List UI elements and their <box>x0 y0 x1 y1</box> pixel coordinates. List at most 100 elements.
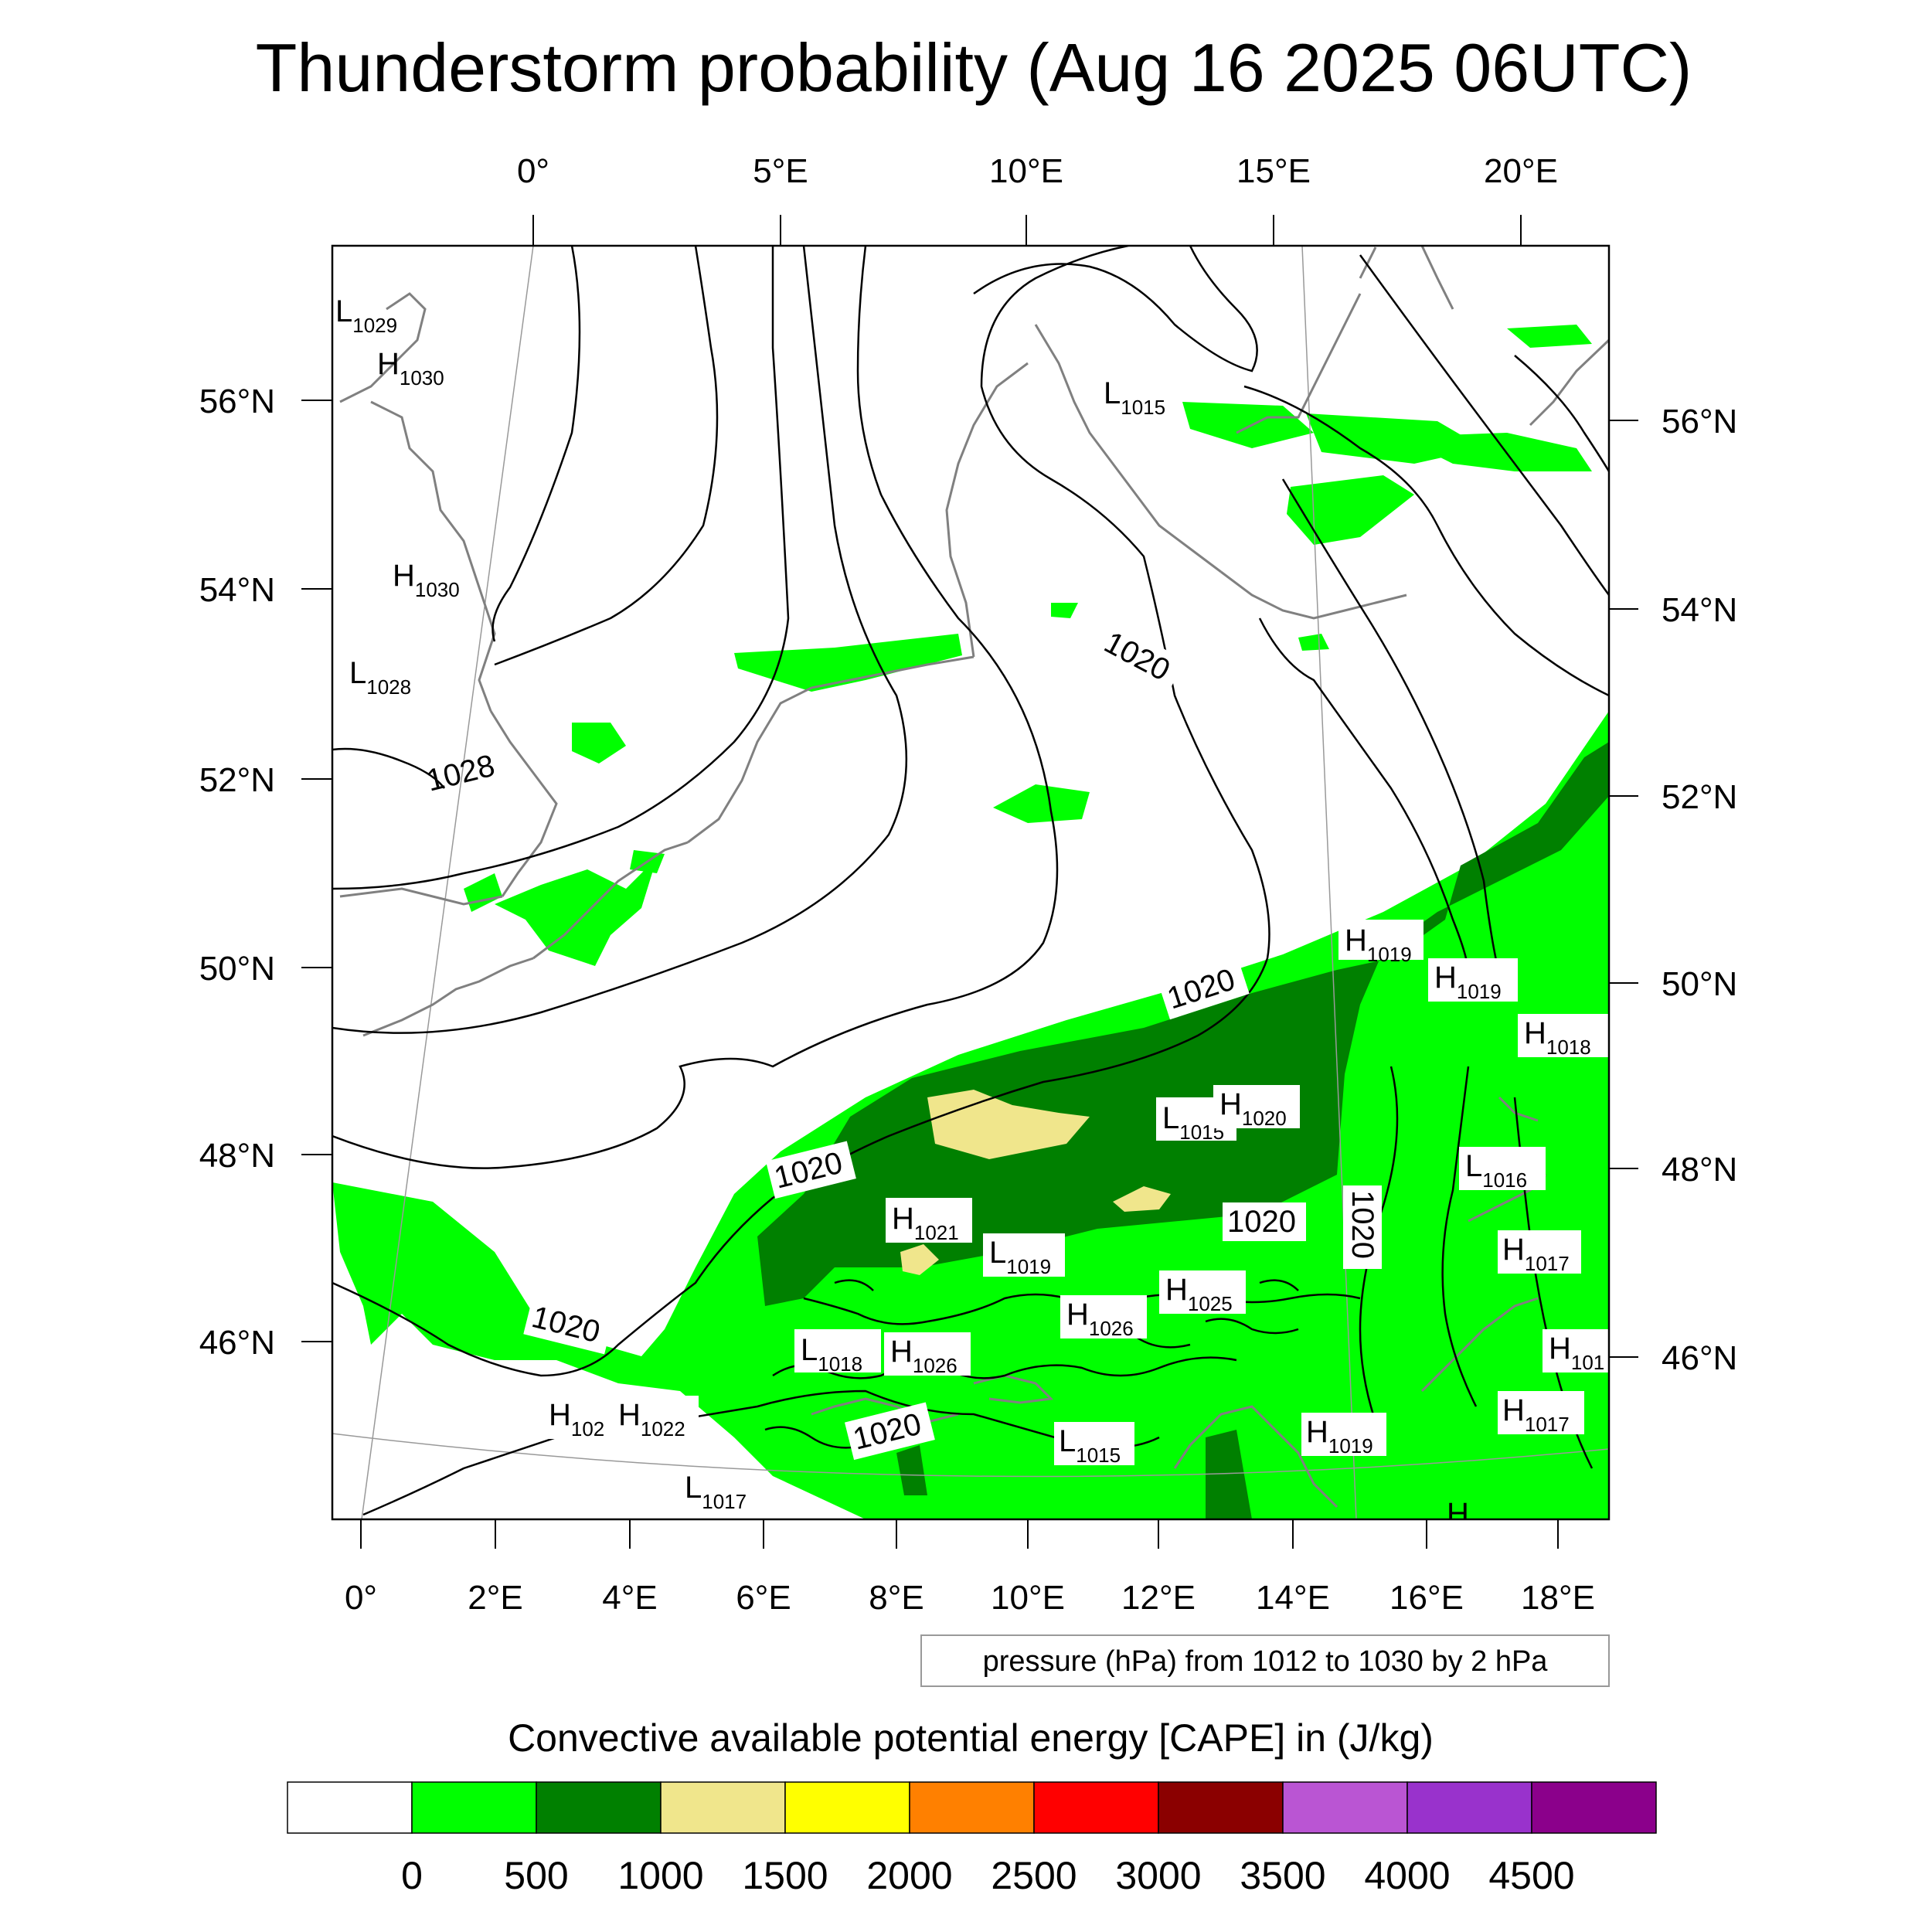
tick-label: 56°N <box>199 383 275 420</box>
svg-text:H1022: H1022 <box>618 1398 685 1440</box>
tick-label: 18°E <box>1521 1579 1595 1617</box>
colorbar-swatch <box>660 1781 786 1834</box>
right-axis <box>1609 420 1638 1358</box>
center-value: 1030 <box>415 578 460 601</box>
center-value: 101 <box>1571 1351 1604 1374</box>
center-letter: H <box>892 1202 914 1236</box>
tick-label: 12°E <box>1121 1579 1196 1617</box>
tick-label: 4°E <box>602 1579 657 1617</box>
center-value: 1019 <box>1367 943 1412 966</box>
svg-text:L1028: L1028 <box>349 656 411 699</box>
center-letter: L <box>1162 1101 1179 1135</box>
pressure-center: H1026 <box>1066 1298 1134 1340</box>
svg-text:L1016: L1016 <box>1465 1149 1527 1192</box>
center-value: 1015 <box>1121 396 1165 419</box>
svg-text:L1018: L1018 <box>801 1333 862 1376</box>
tick-label: 54°N <box>199 571 275 609</box>
center-value: 1022 <box>641 1417 685 1440</box>
bottom-tick-labels: 0° 2°E 4°E 6°E 8°E 10°E 12°E 14°E 16°E 1… <box>345 1579 1595 1617</box>
center-value: 1018 <box>1546 1036 1591 1059</box>
colorbar-label: 500 <box>504 1854 568 1897</box>
map-area: L1029 H1030 H1030 L1028 L1015 H1019 H101… <box>332 246 1609 1539</box>
cape-500-1000-region <box>757 742 1609 1519</box>
colorbar-label: 2000 <box>866 1854 952 1897</box>
center-value: 1021 <box>914 1221 959 1244</box>
svg-text:H1030: H1030 <box>393 559 460 601</box>
tick-label: 52°N <box>199 761 275 799</box>
center-value: 1017 <box>1525 1413 1570 1436</box>
svg-text:L1029: L1029 <box>335 294 397 337</box>
colorbar-swatch <box>1033 1781 1159 1834</box>
svg-text:H1019: H1019 <box>1434 961 1502 1003</box>
center-letter: H <box>1345 923 1367 957</box>
top-axis <box>532 215 1522 246</box>
tick-label: 20°E <box>1484 152 1558 190</box>
center-value: 102 <box>571 1417 604 1440</box>
colorbar-label: 3500 <box>1240 1854 1325 1897</box>
colorbar-label: 0 <box>401 1854 423 1897</box>
center-value: 1030 <box>400 366 444 389</box>
colorbar-swatch <box>287 1781 413 1834</box>
pressure-center: H1021 <box>892 1202 959 1244</box>
center-value: 1015 <box>1076 1444 1121 1467</box>
svg-text:H1021: H1021 <box>892 1202 959 1244</box>
pressure-center-labels: L1029 H1030 H1030 L1028 L1015 H1019 H101… <box>335 294 1609 1539</box>
pressure-center: L1016 <box>1465 1149 1527 1192</box>
svg-text:L1015: L1015 <box>1104 376 1165 419</box>
tick-label: 46°N <box>199 1324 275 1362</box>
colorbar-label: 4000 <box>1364 1854 1450 1897</box>
svg-text:H1025: H1025 <box>1165 1273 1233 1315</box>
center-value: 1017 <box>702 1490 747 1513</box>
center-value: 1018 <box>818 1352 862 1376</box>
colorbar-swatch <box>411 1781 537 1834</box>
pressure-center: H1017 <box>1502 1233 1570 1275</box>
svg-text:H102: H102 <box>549 1398 604 1440</box>
tick-label: 6°E <box>736 1579 791 1617</box>
top-tick-labels: 0° 5°E 10°E 15°E 20°E <box>517 152 1558 190</box>
center-letter: H <box>890 1335 913 1369</box>
center-letter: H <box>618 1398 641 1432</box>
center-letter: L <box>685 1471 702 1505</box>
tick-label: 52°N <box>1662 778 1737 816</box>
pressure-center: H102 <box>549 1398 604 1440</box>
center-value: 1020 <box>1242 1107 1287 1130</box>
colorbar-label: 4500 <box>1488 1854 1574 1897</box>
contour-label: 1020 <box>1227 1205 1296 1239</box>
center-letter: L <box>1465 1149 1482 1183</box>
svg-text:H1026: H1026 <box>890 1335 957 1377</box>
pressure-center: H1020 <box>1219 1087 1287 1130</box>
center-letter: L <box>335 294 352 328</box>
center-value: 1026 <box>1089 1317 1134 1340</box>
tick-label: 50°N <box>1662 965 1737 1003</box>
center-letter: H <box>393 559 415 593</box>
svg-text:H1017: H1017 <box>1502 1393 1570 1436</box>
colorbar-label: 2500 <box>991 1854 1077 1897</box>
svg-text:L1017: L1017 <box>685 1471 747 1513</box>
pressure-center: L1015 <box>1059 1424 1121 1467</box>
center-letter: H <box>1524 1016 1546 1050</box>
center-letter: L <box>349 656 366 690</box>
svg-text:H1020: H1020 <box>1219 1087 1287 1130</box>
center-value: 1019 <box>1457 980 1502 1003</box>
center-value: 1017 <box>1525 1252 1570 1275</box>
pressure-center: L1029 <box>335 294 397 337</box>
center-letter: L <box>801 1333 818 1367</box>
pressure-note: pressure (hPa) from 1012 to 1030 by 2 hP… <box>983 1645 1549 1678</box>
svg-text:L1019: L1019 <box>989 1236 1051 1278</box>
center-value: 1026 <box>913 1354 957 1377</box>
tick-label: 5°E <box>753 152 808 190</box>
center-letter: H <box>1447 1497 1469 1531</box>
center-letter: L <box>1059 1424 1076 1458</box>
tick-label: 10°E <box>991 1579 1065 1617</box>
colorbar-swatch <box>536 1781 662 1834</box>
pressure-center: H1030 <box>393 559 460 601</box>
tick-label: 54°N <box>1662 591 1737 629</box>
pressure-center: H1025 <box>1165 1273 1233 1315</box>
center-value: 1017 <box>1469 1516 1514 1539</box>
colorbar-labels: 0 500 1000 1500 2000 2500 3000 3500 4000 4500 <box>401 1854 1575 1897</box>
pressure-center: H1017 <box>1447 1497 1514 1539</box>
colorbar-swatch <box>909 1781 1035 1834</box>
tick-label: 10°E <box>989 152 1063 190</box>
pressure-center: H1019 <box>1306 1415 1373 1458</box>
